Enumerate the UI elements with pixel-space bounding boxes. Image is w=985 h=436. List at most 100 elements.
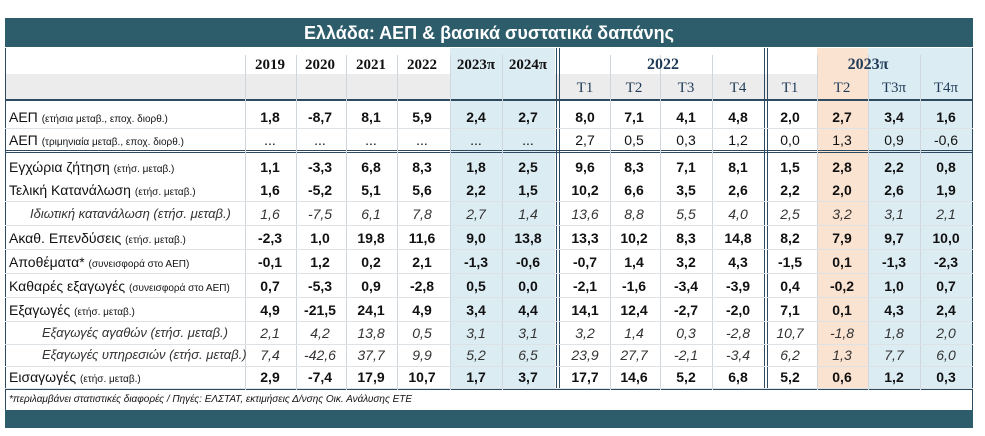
cell-value: 1,3	[832, 132, 852, 148]
row-label: Ιδιωτική κατανάλωση (ετήσ. μεταβ.)	[30, 205, 231, 223]
cell-value: 23,9	[571, 347, 599, 363]
cell-value: 0,9	[361, 278, 381, 294]
label-note: (τριμηνιαία μεταβ., εποχ. διορθ.)	[41, 137, 184, 148]
grid-line	[868, 55, 869, 390]
quarter-header: T4	[729, 80, 747, 96]
row-label: Εξαγωγές υπηρεσιών (ετήσ. μεταβ.)	[42, 346, 247, 364]
label-note: (ετήσ. μεταβ.)	[113, 164, 175, 175]
quarter-header: T1	[781, 80, 799, 96]
cell-value: ...	[264, 132, 276, 148]
cell-value: -5,3	[307, 278, 333, 294]
row-label: Εγχώρια ζήτηση (ετήσ. μεταβ.)	[9, 158, 174, 179]
year-header: 2021	[356, 57, 386, 73]
label-text: Εξαγωγές	[9, 302, 71, 318]
cell-value: -2,3	[257, 230, 283, 246]
cell-value: 3,2	[575, 325, 595, 341]
quarter-header: T3π	[881, 80, 907, 96]
group-divider	[556, 48, 560, 390]
row-label: Εξαγωγές αγαθών (ετήσ. μεταβ.)	[42, 324, 228, 342]
cell-value: 6,6	[624, 182, 644, 198]
cell-value: ...	[470, 132, 482, 148]
footnote: *περιλαμβάνει στατιστικές διαφορές / Πηγ…	[9, 394, 413, 405]
label-text: Ιδιωτική κατανάλωση (ετήσ. μεταβ.)	[30, 206, 231, 221]
cell-value: 0,3	[676, 132, 696, 148]
row-label: Καθαρές εξαγωγές (συνεισφορά στο ΑΕΠ)	[9, 277, 230, 298]
section-rule	[5, 150, 973, 153]
label-text: Εισαγωγές	[9, 369, 77, 385]
cell-value: 11,6	[408, 230, 436, 246]
cell-value: -2,8	[725, 325, 751, 341]
cell-value: 2,4	[466, 109, 486, 125]
cell-value: 0,1	[832, 302, 852, 318]
quarter-header: T2	[833, 80, 851, 96]
cell-value: 10,2	[571, 182, 599, 198]
cell-value: 7,7	[884, 347, 904, 363]
grid-line	[5, 273, 973, 274]
cell-value: 2,9	[260, 369, 280, 385]
cell-value: 19,8	[357, 230, 385, 246]
grid-line	[346, 55, 347, 390]
cell-value: 7,1	[676, 159, 696, 175]
cell-value: 5,5	[676, 206, 696, 222]
row-label: Αποθέματα* (συνεισφορά στο ΑΕΠ)	[9, 253, 189, 274]
cell-value: 3,2	[676, 254, 696, 270]
quarter-header: T2	[625, 80, 643, 96]
group-divider	[764, 48, 768, 390]
cell-value: 1,2	[728, 132, 748, 148]
cell-value: -5,2	[307, 182, 333, 198]
cell-value: 0,5	[624, 132, 644, 148]
cell-value: 1,6	[936, 109, 956, 125]
cell-value: 7,1	[624, 109, 644, 125]
year-header: 2023π	[456, 57, 496, 73]
cell-value: 1,4	[518, 206, 538, 222]
group-header: 2022	[647, 56, 679, 73]
cell-value: 1,8	[260, 109, 280, 125]
grid-line	[660, 55, 661, 390]
cell-value: 0,7	[260, 278, 280, 294]
label-note: (ετήσ. μεταβ.)	[125, 235, 186, 246]
cell-value: 3,1	[518, 325, 538, 341]
grid-line	[5, 321, 973, 322]
cell-value: 7,9	[832, 230, 852, 246]
cell-value: 0,0	[518, 278, 538, 294]
label-text: Εξαγωγές αγαθών (ετήσ. μεταβ.)	[42, 325, 228, 340]
cell-value: 24,1	[357, 302, 385, 318]
cell-value: -1,3	[463, 254, 489, 270]
cell-value: 6,1	[361, 206, 381, 222]
cell-value: 3,5	[676, 182, 696, 198]
row-label: ΑΕΠ (τριμηνιαία μεταβ., εποχ. διορθ.)	[9, 131, 184, 152]
label-note: (ετήσια μεταβ., εποχ. διορθ.)	[41, 114, 168, 125]
row-label: Τελική Κατανάλωση (ετήσ. μεταβ.)	[9, 181, 196, 202]
cell-value: 4,8	[728, 109, 748, 125]
cell-value: 0,4	[780, 278, 800, 294]
cell-value: 9,6	[575, 159, 595, 175]
cell-value: 10,7	[776, 325, 804, 341]
cell-value: 1,6	[260, 182, 280, 198]
label-note: (ετήσ. μεταβ.)	[80, 374, 141, 385]
cell-value: -1,3	[881, 254, 907, 270]
cell-value: 7,8	[412, 206, 432, 222]
cell-value: 4,1	[676, 109, 696, 125]
cell-value: 8,3	[676, 230, 696, 246]
cell-value: -3,3	[307, 159, 333, 175]
cell-value: 8,3	[624, 159, 644, 175]
cell-value: 3,2	[832, 206, 852, 222]
cell-value: ...	[365, 132, 377, 148]
grid-line	[5, 297, 973, 298]
cell-value: -21,5	[304, 302, 336, 318]
cell-value: 2,6	[884, 182, 904, 198]
grid-line	[5, 344, 973, 345]
cell-value: 4,3	[728, 254, 748, 270]
label-note: (ετήσ. μεταβ.)	[134, 187, 196, 198]
cell-value: 4,9	[412, 302, 432, 318]
cell-value: 17,7	[571, 369, 599, 385]
cell-value: 17,9	[357, 369, 385, 385]
cell-value: 0,8	[936, 159, 956, 175]
cell-value: 8,1	[728, 159, 748, 175]
cell-value: -1,8	[829, 325, 855, 341]
cell-value: -2,1	[673, 347, 699, 363]
cell-value: 2,5	[780, 206, 800, 222]
cell-value: 8,3	[412, 159, 432, 175]
cell-value: 1,3	[832, 347, 852, 363]
cell-value: ...	[522, 132, 534, 148]
